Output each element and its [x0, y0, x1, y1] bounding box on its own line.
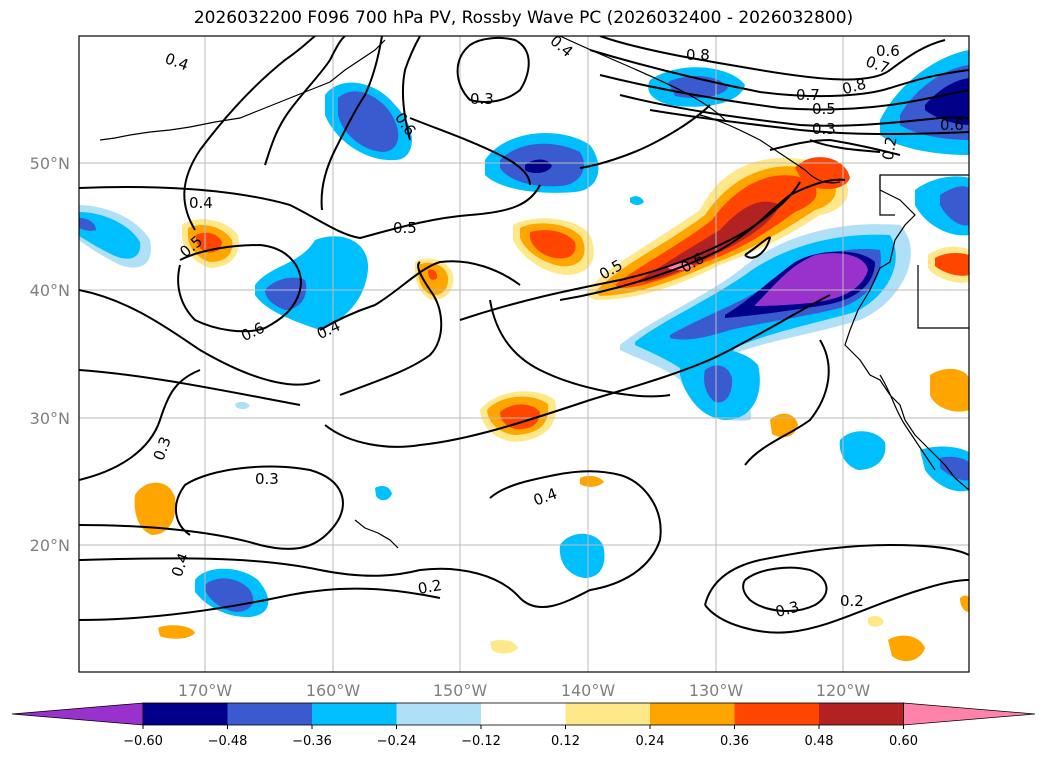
contour-label: 0.8: [686, 46, 710, 64]
lon-label: 150°W: [433, 681, 488, 700]
colorbar-bin: [312, 703, 397, 725]
negative-anomaly: [704, 365, 733, 403]
colorbar-extend-min: [11, 702, 144, 726]
positive-anomaly: [630, 196, 644, 205]
longitude-labels: 170°W 160°W 150°W 140°W 130°W 120°W: [178, 681, 871, 700]
colorbar-bin: [481, 703, 566, 725]
positive-anomaly: [490, 640, 518, 654]
lat-label: 30°N: [30, 409, 70, 428]
colorbar-tick-label: −0.24: [377, 734, 417, 749]
positive-anomaly: [158, 625, 195, 639]
colorbar-tick-label: −0.60: [123, 734, 163, 749]
pv-contours: [79, 36, 969, 634]
positive-anomaly: [530, 230, 576, 259]
colorbar-bin: [819, 703, 904, 725]
positive-anomaly: [375, 486, 392, 501]
contour-label: 0.3: [255, 470, 279, 488]
colorbar-tick-label: 0.12: [551, 734, 580, 749]
contour-label: 0.5: [393, 219, 417, 237]
contour-label: 0.3: [773, 597, 801, 621]
positive-anomaly: [935, 253, 969, 276]
map-frame: [78, 35, 970, 673]
positive-anomaly: [960, 595, 969, 612]
colorbar-tick-label: 0.36: [720, 734, 749, 749]
contour-label: 0.3: [470, 90, 494, 108]
map-panel: 0.4 0.4 0.3 0.6 0.4 0.5 0.5 0.6 0.4 0.3 …: [79, 36, 969, 672]
lon-label: 170°W: [178, 681, 233, 700]
contour-label: 0.6: [876, 42, 900, 60]
lon-label: 120°W: [816, 681, 871, 700]
contour-label: 0.5: [812, 100, 836, 118]
contour-label: 0.2: [879, 135, 901, 162]
positive-anomaly: [235, 401, 250, 410]
negative-anomaly: [79, 218, 96, 231]
positive-anomaly: [196, 232, 222, 253]
contour-label: 0.6: [940, 116, 964, 134]
positive-anomaly: [795, 157, 850, 190]
lat-label: 50°N: [30, 154, 70, 173]
lon-label: 130°W: [689, 681, 744, 700]
colorbar-tick-label: 0.60: [889, 734, 918, 749]
negative-anomaly: [925, 78, 969, 125]
negative-anomaly: [940, 186, 969, 226]
negative-anomaly: [940, 456, 969, 481]
colorbar-bin: [143, 703, 228, 725]
positive-anomaly: [888, 635, 925, 662]
pv-shading: [79, 50, 969, 662]
lon-label: 160°W: [306, 681, 361, 700]
positive-anomaly: [640, 201, 780, 282]
colorbar-tick-label: −0.36: [292, 734, 332, 749]
positive-anomaly: [930, 368, 969, 412]
positive-anomaly: [134, 482, 176, 535]
coastlines: [99, 36, 969, 549]
colorbar-tick-label: −0.12: [461, 734, 501, 749]
negative-anomaly: [839, 431, 886, 470]
colorbar-bin: [227, 703, 313, 725]
contour-label: 0.4: [189, 194, 213, 212]
positive-anomaly: [428, 269, 438, 280]
map-title: 2026032200 F096 700 hPa PV, Rossby Wave …: [193, 8, 854, 28]
colorbar: −0.60 −0.48 −0.36 −0.24 −0.12 0.12 0.24 0.36 0.4…: [11, 702, 1036, 749]
contour-label: 0.2: [840, 592, 864, 610]
colorbar-bin: [734, 703, 820, 725]
colorbar-bin: [396, 703, 482, 725]
colorbar-bin: [565, 703, 651, 725]
negative-anomaly: [755, 253, 868, 306]
positive-anomaly: [500, 404, 540, 430]
colorbar-extend-max: [903, 702, 1036, 726]
latitude-labels: 50°N 40°N 30°N 20°N: [30, 154, 70, 555]
contour-label: 0.3: [812, 120, 836, 138]
positive-anomaly: [868, 615, 884, 627]
contour-label: 0.7: [796, 86, 820, 104]
contour-label: 0.8: [840, 75, 868, 99]
colorbar-tick-label: −0.48: [208, 734, 248, 749]
lat-label: 20°N: [30, 536, 70, 555]
positive-anomaly: [580, 475, 604, 487]
contour-label: 0.2: [416, 576, 443, 598]
colorbar-frame: [142, 702, 904, 726]
negative-anomaly: [338, 91, 399, 152]
negative-anomaly: [79, 212, 141, 259]
colorbar-bin: [650, 703, 735, 725]
lat-label: 40°N: [30, 281, 70, 300]
colorbar-tick-label: 0.48: [805, 734, 834, 749]
colorbar-tick-label: 0.24: [636, 734, 665, 749]
lon-label: 140°W: [561, 681, 616, 700]
